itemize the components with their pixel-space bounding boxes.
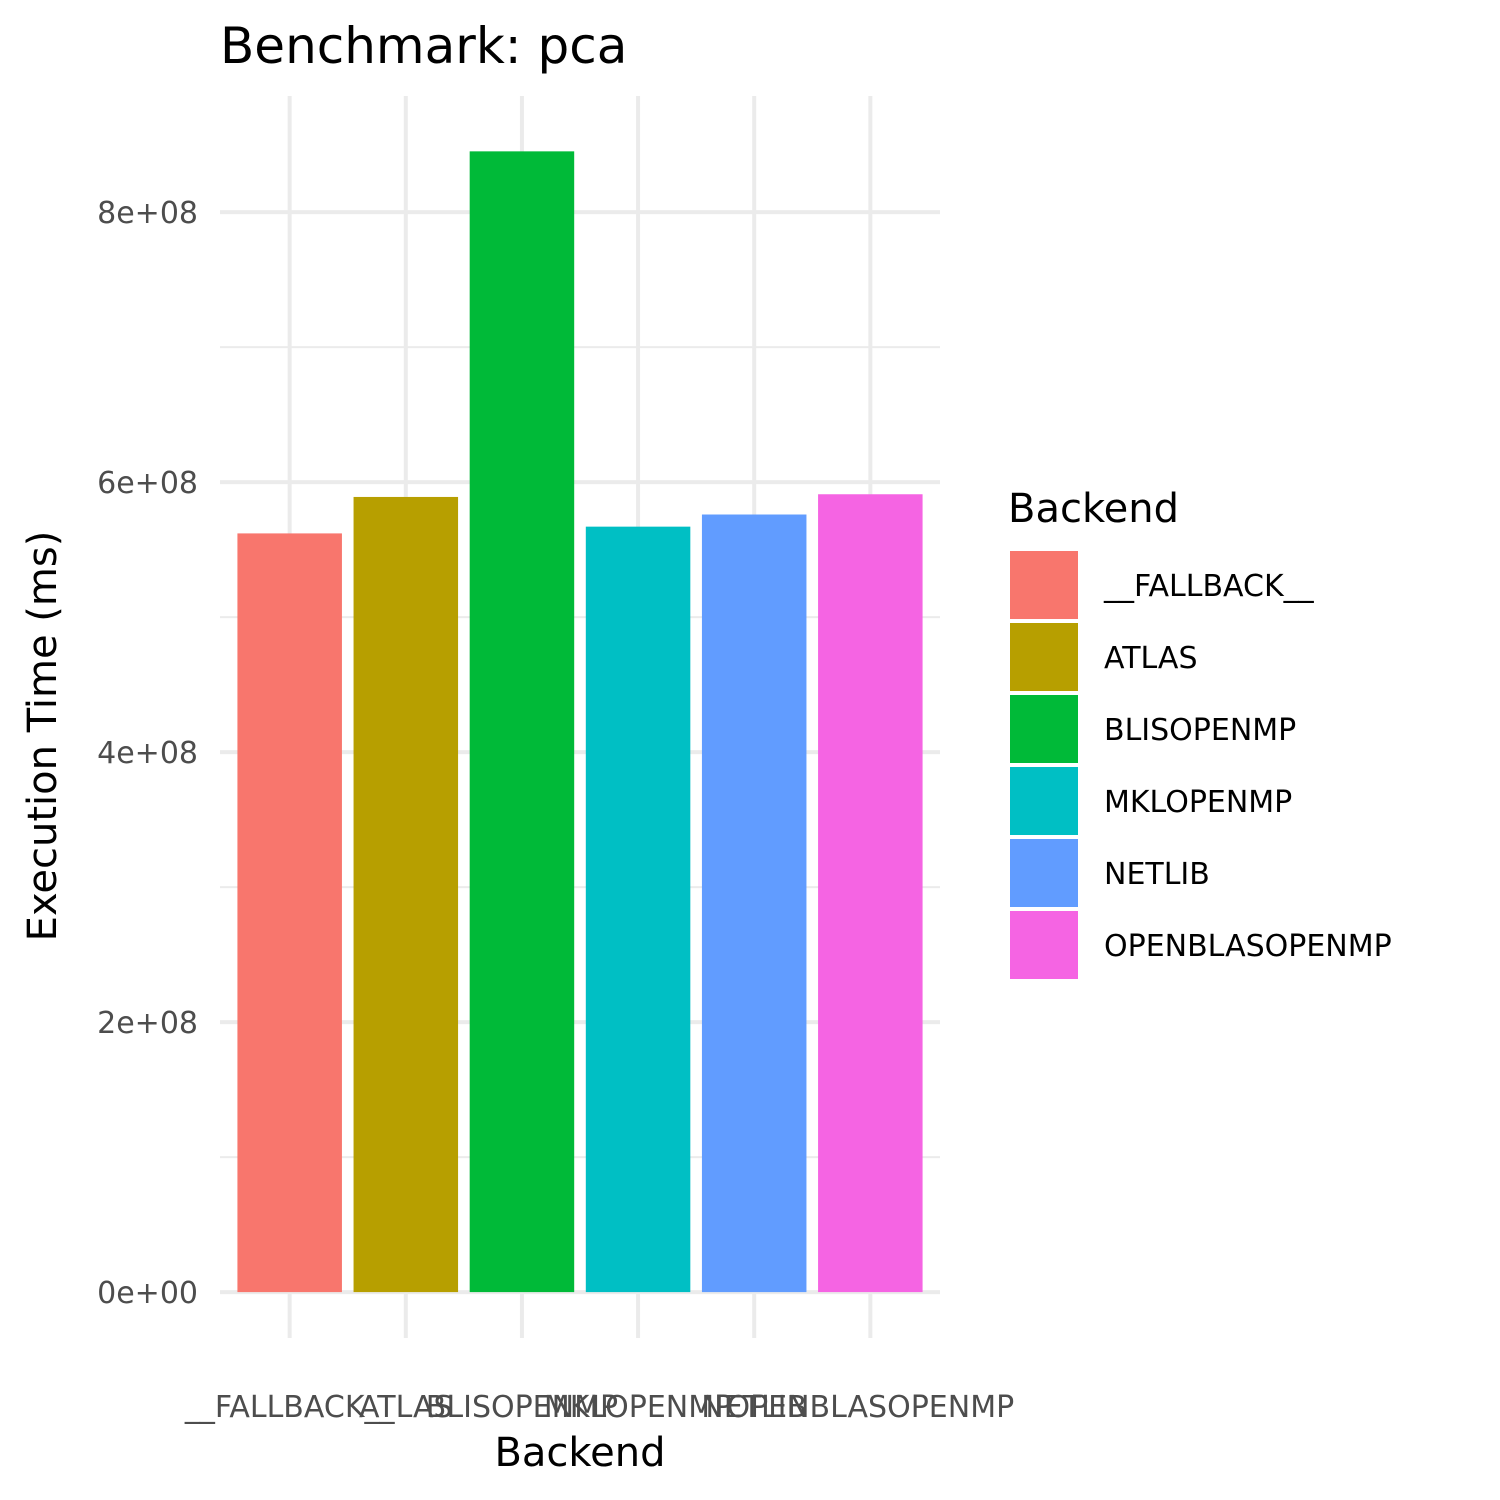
y-axis-title: Execution Time (ms)	[20, 531, 66, 942]
legend-title: Backend	[1008, 486, 1179, 532]
x-tick-label: ATLAS	[359, 1390, 453, 1425]
y-tick-label: 4e+08	[97, 736, 198, 771]
y-tick-label: 2e+08	[97, 1006, 198, 1041]
legend-key	[1010, 695, 1078, 763]
x-axis-ticks: __FALLBACK__ATLASBLISOPENMPMKLOPENMPNETL…	[184, 1390, 1014, 1425]
x-tick-label: __FALLBACK__	[184, 1390, 396, 1425]
x-tick-label: BLISOPENMP	[426, 1390, 618, 1425]
legend-key	[1010, 767, 1078, 835]
bar-netlib	[701, 514, 807, 1293]
legend-key	[1010, 839, 1078, 907]
bar-fallback	[237, 533, 342, 1293]
bar-openblasopenmp	[818, 494, 923, 1293]
bar-atlas	[353, 496, 459, 1293]
bars	[237, 151, 923, 1293]
bar-mklopenmp	[585, 526, 691, 1293]
legend: Backend __FALLBACK__ ATLAS BLISOPENMP MKLOP…	[1008, 486, 1392, 979]
bar-blisopenmp	[469, 151, 575, 1293]
y-tick-label: 6e+08	[97, 466, 198, 501]
legend-label: MKLOPENMP	[1104, 785, 1292, 820]
legend-key	[1010, 911, 1078, 979]
legend-key	[1010, 623, 1078, 691]
legend-label: ATLAS	[1104, 641, 1198, 676]
legend-label: NETLIB	[1104, 857, 1210, 892]
legend-key	[1010, 551, 1078, 619]
x-axis-title: Backend	[494, 1430, 665, 1476]
chart-title: Benchmark: pca	[220, 17, 627, 75]
y-tick-label: 0e+00	[97, 1276, 198, 1311]
y-axis-ticks: 0e+00 2e+08 4e+08 6e+08 8e+08	[97, 196, 198, 1311]
y-tick-label: 8e+08	[97, 196, 198, 231]
x-tick-label: NETLIB	[701, 1390, 807, 1425]
legend-label: OPENBLASOPENMP	[1104, 929, 1392, 964]
legend-label: __FALLBACK__	[1103, 569, 1315, 604]
x-tick-label: MKLOPENMP	[544, 1390, 732, 1425]
x-tick-label: OPENBLASOPENMP	[726, 1390, 1014, 1425]
legend-label: BLISOPENMP	[1104, 713, 1296, 748]
